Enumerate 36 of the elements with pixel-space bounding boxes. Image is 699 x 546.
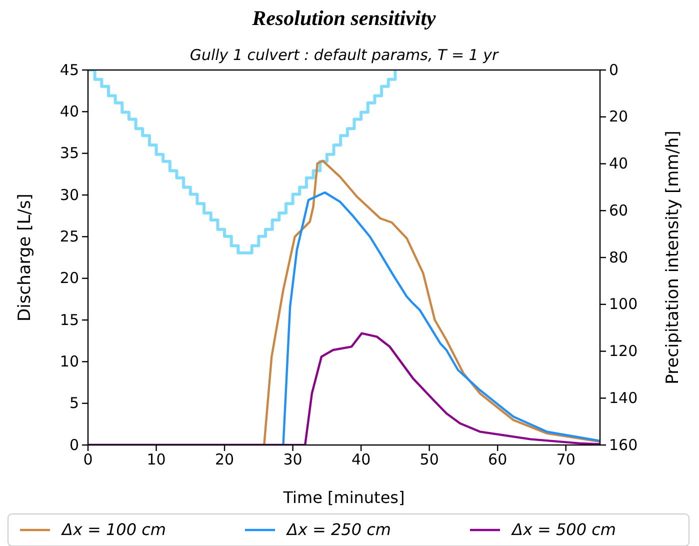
- y-axis-title: Discharge [L/s]: [15, 194, 35, 322]
- y-tick-label: 5: [69, 394, 79, 412]
- y2-tick-label: 120: [609, 342, 638, 360]
- x-tick-label: 50: [420, 450, 439, 469]
- y2-tick-label: 80: [609, 248, 628, 266]
- y-tick-label: 25: [60, 227, 79, 246]
- y-tick-label: 45: [60, 60, 79, 79]
- y-tick-label: 20: [60, 269, 79, 288]
- chart-subtitle: Gully 1 culvert : default params, T = 1 yr: [190, 46, 499, 64]
- y2-tick-label: 0: [609, 60, 619, 79]
- x-tick-label: 40: [352, 450, 371, 469]
- chart-title: Resolution sensitivity: [251, 6, 437, 30]
- y2-tick-label: 60: [609, 201, 628, 220]
- y-tick-label: 30: [60, 186, 79, 204]
- x-tick-label: 70: [556, 450, 576, 469]
- x-tick-label: 20: [214, 450, 234, 469]
- legend-label: Δx = 100 cm: [60, 520, 166, 539]
- y2-tick-label: 20: [609, 108, 628, 126]
- y2-tick-label: 140: [609, 388, 638, 407]
- legend-label: Δx = 500 cm: [510, 520, 616, 539]
- y-tick-label: 15: [60, 310, 79, 329]
- y2-tick-label: 100: [609, 295, 638, 314]
- x-axis-title: Time [minutes]: [282, 488, 405, 507]
- y-tick-label: 35: [60, 144, 79, 162]
- y2-tick-label: 160: [609, 436, 638, 454]
- x-tick-label: 30: [283, 450, 302, 469]
- y-tick-label: 10: [60, 352, 79, 370]
- x-tick-label: 10: [146, 450, 166, 469]
- x-tick-label: 60: [488, 450, 508, 469]
- y-tick-label: 40: [60, 102, 79, 120]
- x-tick-label: 0: [83, 450, 93, 469]
- y2-tick-label: 40: [609, 154, 628, 173]
- y2-axis-title: Precipitation intensity [mm/h]: [663, 130, 683, 384]
- legend-label: Δx = 250 cm: [285, 520, 391, 539]
- line-series: [88, 332, 600, 445]
- y-tick-label: 0: [69, 436, 79, 454]
